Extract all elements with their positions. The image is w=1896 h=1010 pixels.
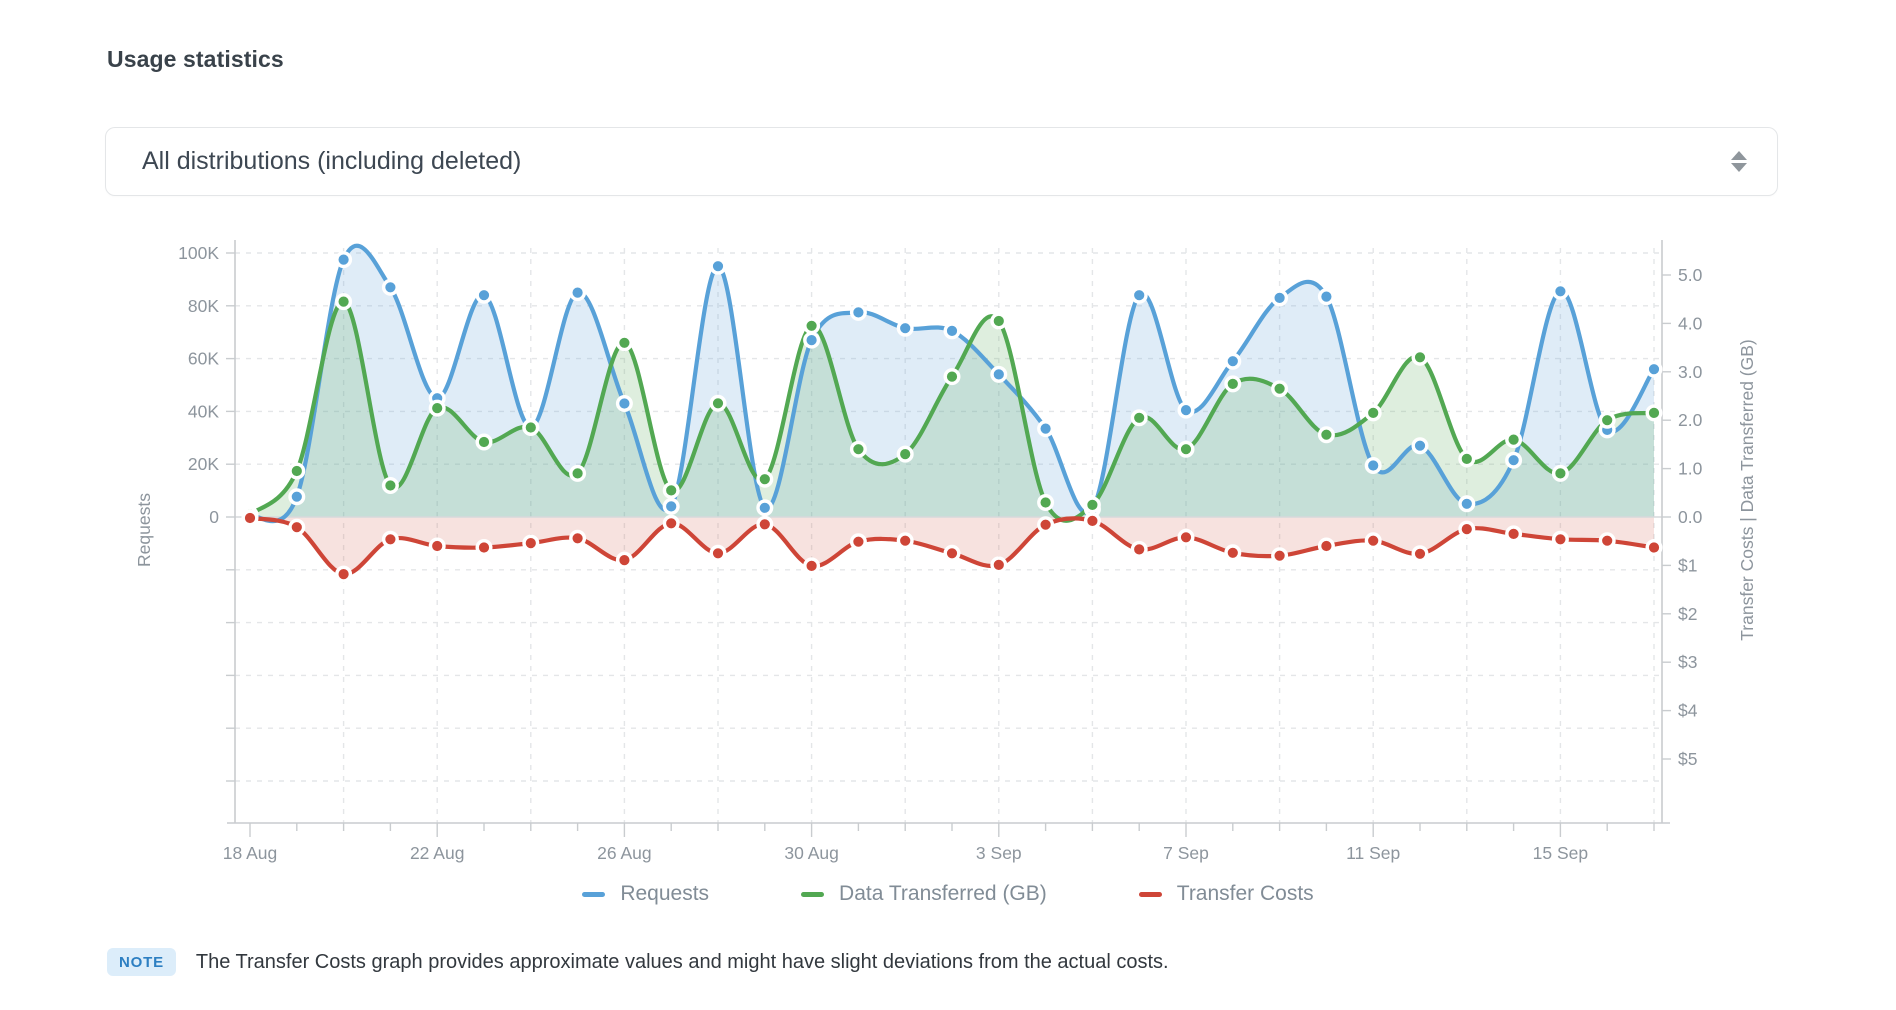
left-axis-ticks: 100K 80K 60K 40K 20K 0 bbox=[178, 243, 235, 782]
page-title: Usage statistics bbox=[107, 46, 284, 72]
svg-text:18 Aug: 18 Aug bbox=[223, 843, 278, 863]
requests-legend-swatch bbox=[582, 891, 606, 897]
usage-chart: 100K 80K 60K 40K 20K 0 5.0 4.0 3.0 2.0 1.0 0.0 $1 $2 $… bbox=[0, 200, 1896, 880]
data-transferred-legend-swatch bbox=[801, 891, 825, 897]
chart-legend: Requests Data Transferred (GB) Transfer … bbox=[0, 882, 1896, 906]
svg-text:3 Sep: 3 Sep bbox=[976, 843, 1022, 863]
svg-text:80K: 80K bbox=[188, 296, 219, 316]
svg-text:7 Sep: 7 Sep bbox=[1163, 843, 1209, 863]
data-transferred-area bbox=[250, 301, 1654, 521]
svg-text:$2: $2 bbox=[1678, 604, 1697, 624]
svg-text:$4: $4 bbox=[1678, 701, 1698, 721]
svg-text:1.0: 1.0 bbox=[1678, 459, 1703, 479]
right-axis-ticks: 5.0 4.0 3.0 2.0 1.0 0.0 $1 $2 $3 $4 $5 bbox=[1662, 265, 1703, 769]
svg-text:5.0: 5.0 bbox=[1678, 265, 1703, 285]
svg-text:0.0: 0.0 bbox=[1678, 507, 1703, 527]
svg-text:15 Sep: 15 Sep bbox=[1533, 843, 1588, 863]
svg-text:4.0: 4.0 bbox=[1678, 313, 1703, 333]
series-points-2 bbox=[241, 509, 1663, 583]
svg-text:30 Aug: 30 Aug bbox=[784, 843, 839, 863]
svg-text:20K: 20K bbox=[188, 454, 219, 474]
transfer-costs-legend-swatch bbox=[1138, 891, 1162, 897]
svg-text:100K: 100K bbox=[178, 243, 219, 263]
note-callout: NOTE The Transfer Costs graph provides a… bbox=[107, 948, 1169, 976]
distribution-select[interactable]: All distributions (including deleted) bbox=[105, 127, 1778, 196]
note-text: The Transfer Costs graph provides approx… bbox=[195, 950, 1169, 973]
svg-text:$3: $3 bbox=[1678, 652, 1697, 672]
svg-text:$5: $5 bbox=[1678, 749, 1697, 769]
svg-text:60K: 60K bbox=[188, 349, 219, 369]
legend-item-requests[interactable]: Requests bbox=[582, 882, 709, 906]
svg-text:3.0: 3.0 bbox=[1678, 362, 1703, 382]
right-axis-title: Transfer Costs | Data Transferred (GB) bbox=[1737, 339, 1757, 640]
series-points-1 bbox=[241, 293, 1663, 524]
select-caret-icon bbox=[1731, 151, 1747, 172]
svg-text:26 Aug: 26 Aug bbox=[597, 843, 652, 863]
legend-item-transfer-costs[interactable]: Transfer Costs bbox=[1138, 882, 1314, 906]
left-axis-title: Requests bbox=[134, 493, 154, 567]
svg-text:$1: $1 bbox=[1678, 555, 1697, 575]
svg-text:2.0: 2.0 bbox=[1678, 410, 1703, 430]
note-badge: NOTE bbox=[107, 948, 176, 976]
legend-item-data-transferred[interactable]: Data Transferred (GB) bbox=[801, 882, 1047, 906]
distribution-select-value: All distributions (including deleted) bbox=[142, 147, 522, 175]
svg-text:11 Sep: 11 Sep bbox=[1346, 843, 1400, 863]
svg-text:0: 0 bbox=[209, 507, 219, 527]
svg-text:40K: 40K bbox=[188, 401, 219, 421]
svg-text:22 Aug: 22 Aug bbox=[410, 843, 465, 863]
x-axis-ticks: 18 Aug 22 Aug 26 Aug 30 Aug 3 Sep 7 Sep 11 Sep… bbox=[223, 823, 1655, 863]
